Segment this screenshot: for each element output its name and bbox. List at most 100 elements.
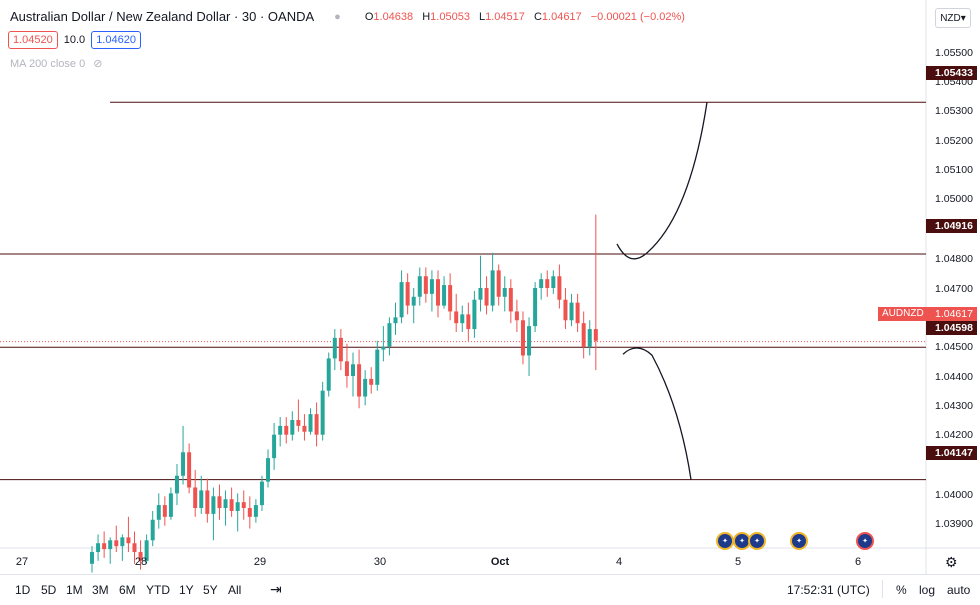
candle xyxy=(393,302,398,335)
ohlc-values: O1.04638 H1.05053 L1.04517 C1.04617 −0.0… xyxy=(365,11,691,23)
candle xyxy=(593,214,598,371)
candle-body xyxy=(393,317,398,324)
hidden-eye-icon[interactable]: ⊘ xyxy=(93,58,103,70)
symbol-legend: Australian Dollar / New Zealand Dollar ·… xyxy=(10,9,691,24)
candle-body xyxy=(399,282,404,318)
candle xyxy=(320,381,325,441)
range-1d-button[interactable]: 1D xyxy=(15,583,31,597)
candle xyxy=(272,422,277,470)
time-label: 4 xyxy=(615,556,623,568)
candle-body xyxy=(302,425,307,432)
candle-body xyxy=(466,314,471,330)
percent-toggle[interactable]: % xyxy=(896,583,907,597)
candle-body xyxy=(344,361,349,376)
candle-body xyxy=(144,540,149,561)
candle xyxy=(217,484,222,520)
candle-body xyxy=(181,452,186,476)
time-label: 6 xyxy=(854,556,862,568)
log-toggle[interactable]: log xyxy=(919,583,936,597)
range-5y-button[interactable]: 5Y xyxy=(203,583,218,597)
candle xyxy=(211,487,216,541)
candle-body xyxy=(581,323,586,347)
candle-body xyxy=(308,414,313,432)
range-1m-button[interactable]: 1M xyxy=(66,583,83,597)
candle xyxy=(90,546,94,573)
candle-body xyxy=(593,329,598,341)
candle-body xyxy=(120,537,125,547)
ohlc-open-value: 1.04638 xyxy=(373,10,414,23)
symbol-title[interactable]: Australian Dollar / New Zealand Dollar ·… xyxy=(10,9,315,24)
time-label: 30 xyxy=(373,556,387,568)
calendar-icon[interactable]: ⇥ xyxy=(270,581,282,597)
range-5d-button[interactable]: 5D xyxy=(41,583,57,597)
candle-body xyxy=(448,285,453,312)
candle-body xyxy=(193,487,198,509)
candle-body xyxy=(296,420,301,426)
currency-dropdown[interactable]: NZD ▾ xyxy=(935,8,971,28)
event-flag-icon[interactable]: ✦ xyxy=(790,532,808,550)
candle-body xyxy=(527,326,532,356)
eye-icon[interactable]: ● xyxy=(334,10,341,23)
candle-body xyxy=(187,452,192,488)
range-3m-button[interactable]: 3M xyxy=(92,583,109,597)
ohlc-low-label: L xyxy=(479,10,486,23)
candle xyxy=(229,487,234,517)
range-1y-button[interactable]: 1Y xyxy=(179,583,194,597)
ohlc-high-label: H xyxy=(422,10,431,23)
gear-icon[interactable]: ⚙ xyxy=(945,554,958,570)
candle-body xyxy=(266,458,271,482)
level-price-tag: 1.04916 xyxy=(926,219,977,233)
candle xyxy=(205,478,210,523)
candle xyxy=(581,311,586,359)
candle xyxy=(472,290,477,338)
price-label: 1.04700 xyxy=(935,283,973,295)
ohlc-close-label: C xyxy=(533,10,542,23)
candle xyxy=(423,267,428,303)
candle xyxy=(223,490,228,526)
candle-body xyxy=(338,337,343,362)
candle-body xyxy=(272,434,277,459)
candle xyxy=(187,443,192,494)
indicator-legend[interactable]: MA 200 close 0 ⊘ xyxy=(10,57,103,71)
candle xyxy=(150,510,155,547)
range-6m-button[interactable]: 6M xyxy=(119,583,136,597)
candle xyxy=(181,425,186,485)
candle-body xyxy=(520,320,525,356)
range-all-button[interactable]: All xyxy=(228,583,242,597)
candle xyxy=(496,264,501,306)
buy-button[interactable]: 1.04620 xyxy=(91,31,141,49)
candle xyxy=(460,305,465,332)
event-flag-icon[interactable]: ✦ xyxy=(856,532,874,550)
projection-up-curve[interactable] xyxy=(616,102,708,260)
candle-body xyxy=(351,364,356,376)
candle-body xyxy=(278,425,283,435)
sell-button[interactable]: 1.04520 xyxy=(8,31,58,49)
event-flag-icon[interactable]: ✦ xyxy=(748,532,766,550)
candle-body xyxy=(241,502,246,509)
candle-body xyxy=(284,425,289,435)
candle xyxy=(539,273,544,300)
candle-body xyxy=(320,390,325,435)
candle xyxy=(369,367,374,394)
candle-body xyxy=(126,537,131,544)
auto-toggle[interactable]: auto xyxy=(947,583,971,597)
horizontal-levels[interactable] xyxy=(0,101,926,481)
candle xyxy=(575,293,580,332)
clock-display[interactable]: 17:52:31 (UTC) xyxy=(787,583,870,597)
candle-body xyxy=(357,364,362,397)
candle-body xyxy=(132,543,137,553)
candle-body xyxy=(405,282,410,306)
projection-down-curve[interactable] xyxy=(622,347,692,480)
candle xyxy=(417,267,422,306)
candle xyxy=(156,493,161,529)
chart-pane[interactable] xyxy=(0,0,926,548)
candle-body xyxy=(363,378,368,397)
candle-body xyxy=(253,505,258,517)
candle xyxy=(375,340,380,391)
candle-body xyxy=(314,414,319,435)
price-label: 1.03900 xyxy=(935,518,973,530)
candle-body xyxy=(205,490,210,514)
event-flag-icon[interactable]: ✦ xyxy=(716,532,734,550)
range-ytd-button[interactable]: YTD xyxy=(146,583,170,597)
